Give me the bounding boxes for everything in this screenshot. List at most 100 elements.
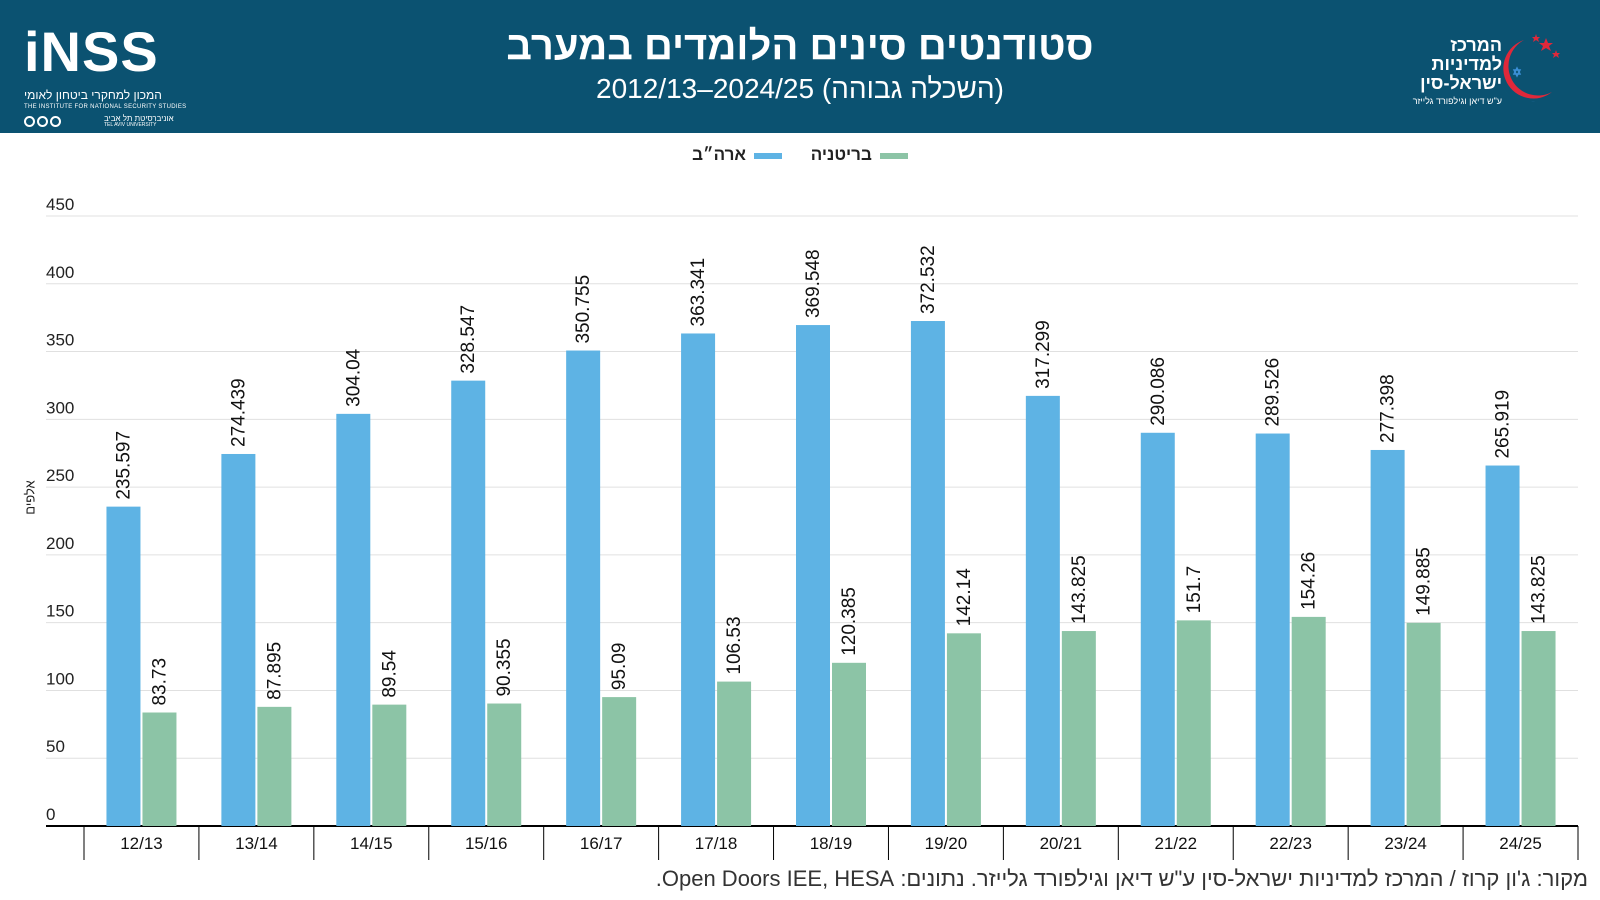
data-label-uk: 143.825 (1069, 555, 1090, 624)
bar-usa (1255, 433, 1290, 826)
data-label-uk: 89.54 (379, 650, 400, 698)
chart-subtitle: (השכלה גבוהה) 2024/25–2012/13 (596, 73, 1004, 104)
bar-uk (1406, 622, 1441, 826)
legend-label-usa: ארה״ב (692, 145, 746, 164)
data-label-usa: 304.04 (343, 348, 364, 407)
x-tick-label: 19/20 (925, 834, 968, 853)
x-tick-label: 16/17 (580, 834, 623, 853)
bar-usa (1485, 465, 1520, 826)
y-tick-label: 150 (46, 602, 74, 621)
chart-title: סטודנטים סינים הלומדים במערב (506, 24, 1094, 68)
legend-item-uk: בריטניה (811, 145, 908, 165)
data-label-usa: 363.341 (688, 258, 709, 327)
inss-wordmark: iNSS (24, 20, 159, 83)
bar-usa (106, 506, 141, 826)
x-tick-label: 12/13 (120, 834, 163, 853)
bar-usa (1370, 449, 1405, 826)
data-label-usa: 317.299 (1033, 320, 1054, 389)
x-tick-label: 17/18 (695, 834, 738, 853)
inss-logo: iNSS המכון למחקרי ביטחון לאומי THE INSTI… (18, 18, 188, 128)
data-label-usa: 274.439 (228, 378, 249, 447)
data-label-usa: 369.548 (803, 249, 824, 318)
bar-uk (1176, 620, 1211, 826)
bar-uk (1521, 631, 1556, 826)
data-label-uk: 142.14 (954, 568, 975, 627)
y-tick-label: 450 (46, 195, 74, 214)
y-tick-label: 400 (46, 263, 74, 282)
legend-swatch-uk (879, 152, 908, 159)
data-label-usa: 328.547 (458, 305, 479, 374)
bar-uk (832, 662, 866, 826)
data-label-usa: 277.398 (1378, 374, 1399, 443)
data-label-uk: 95.09 (609, 643, 630, 691)
data-label-uk: 120.385 (839, 587, 860, 656)
centre-name-line-4: ע"ש דיאן וגילפורד גלייזר (1412, 96, 1502, 106)
university-english: TEL AVIV UNIVERSITY (104, 122, 157, 128)
y-tick-label: 0 (46, 805, 55, 824)
legend-label-uk: בריטניה (810, 145, 872, 164)
data-label-usa: 265.919 (1493, 390, 1514, 459)
x-tick-label: 13/14 (235, 834, 278, 853)
x-tick-label: 23/24 (1384, 834, 1427, 853)
legend-item-usa: ארה״ב (692, 145, 782, 165)
bar-usa (1140, 432, 1175, 826)
data-label-usa: 289.526 (1263, 358, 1284, 427)
bar-uk (142, 712, 177, 826)
bar-uk (1061, 631, 1096, 826)
x-tick-label: 14/15 (350, 834, 393, 853)
data-label-uk: 83.73 (149, 658, 170, 706)
data-label-uk: 106.53 (724, 616, 745, 674)
data-label-usa: 350.755 (573, 275, 594, 344)
x-tick-label: 20/21 (1040, 834, 1083, 853)
data-label-uk: 90.355 (494, 638, 515, 696)
x-tick-label: 15/16 (465, 834, 508, 853)
x-tick-label: 18/19 (810, 834, 853, 853)
bar-usa (1025, 395, 1060, 826)
data-label-usa: 372.532 (918, 245, 939, 314)
israel-china-centre-logo: המרכז למדיניות ישראל-סין ע"ש דיאן וגילפו… (1380, 26, 1580, 116)
y-tick-label: 200 (46, 534, 74, 553)
data-label-usa: 235.597 (113, 431, 134, 500)
centre-name-line-1: המרכז (1450, 35, 1502, 55)
bar-uk (1291, 616, 1326, 826)
y-tick-label: 350 (46, 331, 74, 350)
y-tick-label: 50 (46, 737, 65, 756)
y-tick-label: 300 (46, 398, 74, 417)
source-note: מקור: ג'ון קרוז / המרכז למדיניות ישראל-ס… (655, 866, 1588, 891)
bar-uk (602, 697, 637, 826)
y-tick-label: 100 (46, 669, 74, 688)
bar-usa (336, 413, 371, 826)
bar-usa (796, 325, 830, 826)
bar-usa (451, 380, 486, 826)
bar-usa (566, 350, 601, 826)
bar-uk (372, 704, 407, 826)
legend-swatch-usa (754, 152, 782, 159)
x-tick-label: 21/22 (1154, 834, 1197, 853)
data-label-uk: 87.895 (264, 642, 285, 700)
data-label-uk: 143.825 (1529, 555, 1550, 624)
data-label-usa: 290.086 (1148, 357, 1169, 426)
bar-uk (487, 703, 522, 826)
data-label-uk: 154.26 (1299, 552, 1320, 610)
bar-uk (946, 633, 981, 826)
x-tick-label: 24/25 (1499, 834, 1542, 853)
university-hebrew: אוניברסיטת תל אביב (104, 114, 174, 123)
header-banner: iNSS המכון למחקרי ביטחון לאומי THE INSTI… (0, 0, 1600, 133)
bar-usa (910, 321, 945, 826)
bar-uk (257, 706, 292, 826)
data-label-uk: 149.885 (1414, 547, 1435, 616)
centre-name-line-2: למדיניות (1431, 54, 1502, 74)
centre-name-line-3: ישראל-סין (1420, 73, 1502, 93)
inss-hebrew-name: המכון למחקרי ביטחון לאומי (24, 88, 162, 102)
tel-aviv-university-mark: אוניברסיטת תל אביב TEL AVIV UNIVERSITY (24, 114, 189, 128)
bar-uk (717, 681, 752, 826)
x-tick-label: 22/23 (1269, 834, 1312, 853)
bar-usa (221, 453, 256, 826)
data-label-uk: 151.7 (1184, 566, 1205, 614)
university-circles-icon (24, 114, 63, 132)
chart-legend: בריטניה ארה״ב (600, 145, 1000, 169)
inss-english-name: THE INSTITUTE FOR NATIONAL SECURITY STUD… (24, 104, 187, 110)
crescent-stars-emblem-icon (1502, 34, 1560, 103)
bar-usa (681, 333, 716, 826)
